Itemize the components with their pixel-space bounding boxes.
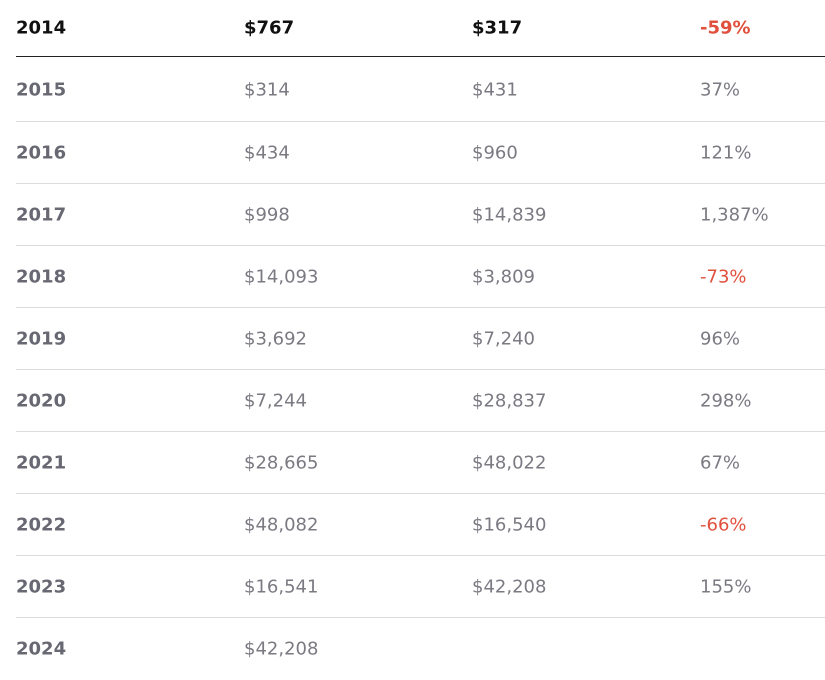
table-row: 2023 $16,541 $42,208 155%	[16, 555, 825, 617]
header-row: 2014 $767 $317 -59%	[16, 0, 825, 57]
table-row: 2016 $434 $960 121%	[16, 121, 825, 183]
value-cell: $42,208	[244, 638, 319, 659]
value-cell: $7,244	[244, 390, 307, 411]
table-row: 2021 $28,665 $48,022 67%	[16, 431, 825, 493]
year-cell: 2014	[16, 17, 67, 39]
year-cell: 2024	[16, 638, 67, 659]
value-cell: -73%	[700, 266, 747, 287]
value-cell: $28,665	[244, 452, 319, 473]
value-cell: -59%	[700, 17, 751, 39]
table-row: 2020 $7,244 $28,837 298%	[16, 369, 825, 431]
value-cell: $434	[244, 142, 290, 163]
value-cell: $28,837	[472, 390, 547, 411]
table-row: 2018 $14,093 $3,809 -73%	[16, 245, 825, 307]
value-cell: $14,093	[244, 266, 319, 287]
value-cell: $42,208	[472, 576, 547, 597]
year-cell: 2016	[16, 142, 67, 163]
value-cell: $314	[244, 79, 290, 101]
table-row: 2015 $314 $431 37%	[16, 59, 825, 121]
value-cell: $48,082	[244, 514, 319, 535]
value-cell: 298%	[700, 390, 752, 411]
table-row: 2022 $48,082 $16,540 -66%	[16, 493, 825, 555]
table-row: 2019 $3,692 $7,240 96%	[16, 307, 825, 369]
value-cell: 96%	[700, 328, 741, 349]
value-cell: $431	[472, 79, 518, 101]
year-cell: 2023	[16, 576, 67, 597]
value-cell: $3,692	[244, 328, 307, 349]
value-cell: $767	[244, 17, 295, 39]
value-cell: 67%	[700, 452, 741, 473]
value-cell: -66%	[700, 514, 747, 535]
value-cell: 155%	[700, 576, 752, 597]
value-cell: 1,387%	[700, 204, 769, 225]
value-cell: 37%	[700, 79, 741, 101]
value-cell: $14,839	[472, 204, 547, 225]
table-row: 2024 $42,208	[16, 617, 825, 679]
value-cell: $317	[472, 17, 523, 39]
value-cell: $16,540	[472, 514, 547, 535]
value-cell: $998	[244, 204, 290, 225]
year-cell: 2021	[16, 452, 67, 473]
value-cell: $960	[472, 142, 518, 163]
year-cell: 2018	[16, 266, 67, 287]
year-cell: 2017	[16, 204, 67, 225]
year-cell: 2019	[16, 328, 67, 349]
value-cell: 121%	[700, 142, 752, 163]
year-cell: 2015	[16, 79, 67, 101]
value-cell: $3,809	[472, 266, 535, 287]
year-cell: 2020	[16, 390, 67, 411]
year-cell: 2022	[16, 514, 67, 535]
value-cell: $7,240	[472, 328, 535, 349]
value-cell: $16,541	[244, 576, 319, 597]
table-row: 2017 $998 $14,839 1,387%	[16, 183, 825, 245]
value-cell: $48,022	[472, 452, 547, 473]
